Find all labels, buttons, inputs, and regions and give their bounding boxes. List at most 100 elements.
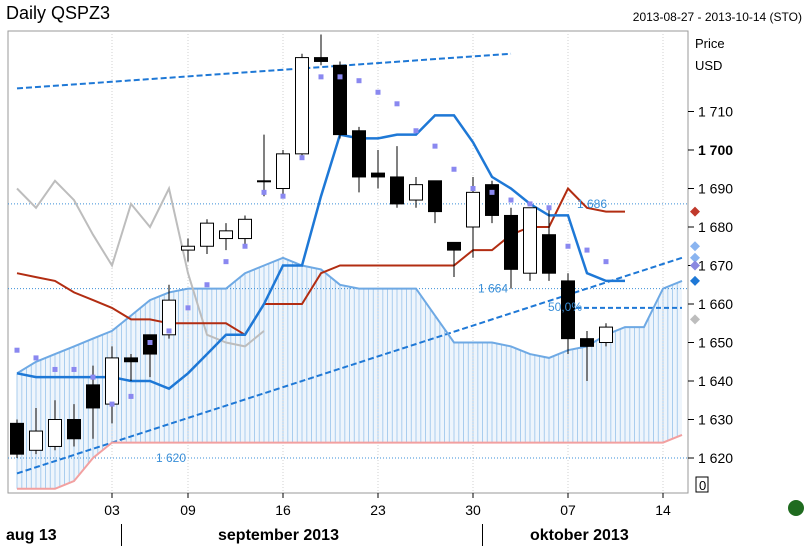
indicator-dot xyxy=(394,101,400,107)
y-tick-label: 1 620 xyxy=(698,450,733,466)
indicator-dot xyxy=(451,166,457,172)
candle-body xyxy=(333,64,347,136)
indicator-dot xyxy=(375,89,381,95)
candle xyxy=(333,61,347,139)
candle-body xyxy=(48,419,62,447)
y-tick-label: 1 660 xyxy=(698,296,733,312)
candle-body xyxy=(105,357,119,405)
candle xyxy=(124,354,138,381)
candle-body xyxy=(314,57,328,62)
level-label: 1 664 xyxy=(478,282,508,296)
x-tick-label: 07 xyxy=(560,502,576,518)
candle-body xyxy=(276,153,290,190)
marker-diamond xyxy=(690,260,700,271)
candle xyxy=(181,238,195,262)
trend-line xyxy=(16,52,512,90)
candle xyxy=(523,207,537,281)
candle-body xyxy=(295,57,309,155)
candle-body xyxy=(86,384,100,409)
candle-body xyxy=(162,299,176,336)
candle xyxy=(371,150,385,189)
candle xyxy=(29,407,43,455)
candle xyxy=(599,323,613,347)
indicator-dot xyxy=(128,393,134,399)
month-label: september 2013 xyxy=(218,527,339,544)
candle-body xyxy=(371,172,385,178)
candle xyxy=(485,180,499,224)
indicator-dot xyxy=(109,401,115,407)
indicator-dot xyxy=(527,201,533,207)
x-tick-label: 14 xyxy=(655,502,671,518)
candle xyxy=(447,241,461,278)
candle-body xyxy=(504,214,518,270)
chart-title: Daily QSPZ3 xyxy=(6,3,111,23)
indicator-dot xyxy=(185,305,191,311)
level-label: 1 686 xyxy=(577,197,607,211)
y-axis-label-currency: USD xyxy=(695,58,722,73)
candle-body xyxy=(599,326,613,344)
candle-body xyxy=(561,280,575,340)
candle xyxy=(352,126,366,193)
candle-body xyxy=(580,338,594,347)
marker-diamond xyxy=(690,206,700,217)
month-label: aug 13 xyxy=(6,527,57,544)
candle-body xyxy=(67,419,81,440)
candle-body xyxy=(390,176,404,205)
indicator-dot xyxy=(242,243,248,249)
candle-body xyxy=(200,222,214,247)
y-tick-label: 1 680 xyxy=(698,219,733,235)
indicator-dot xyxy=(565,243,571,249)
indicator-dot xyxy=(261,189,267,195)
y-tick-label: 1 640 xyxy=(698,373,733,389)
candle-body xyxy=(124,357,138,363)
x-tick-label: 09 xyxy=(180,502,196,518)
marker-diamond xyxy=(690,314,700,325)
candle-body xyxy=(466,191,480,228)
indicator-dot xyxy=(299,155,305,161)
indicator-dot xyxy=(33,355,39,361)
candle xyxy=(504,207,518,289)
indicator-dot xyxy=(14,347,20,353)
candle-body xyxy=(485,184,499,216)
candle-body xyxy=(10,422,24,455)
fib-label: 50,0% xyxy=(548,300,582,314)
candle-body xyxy=(428,180,442,213)
candle-body xyxy=(542,234,556,274)
candle xyxy=(409,176,423,208)
corner-box xyxy=(695,476,709,493)
level-lines xyxy=(8,203,688,459)
indicator-dot xyxy=(489,189,495,195)
marker-diamond xyxy=(690,252,700,263)
indicator-dot xyxy=(603,259,609,265)
y-tick-label: 1 670 xyxy=(698,258,733,274)
chikou-line xyxy=(16,179,265,348)
right-markers xyxy=(690,206,700,325)
indicator-dot xyxy=(546,205,552,211)
x-tick-label: 03 xyxy=(104,502,120,518)
candle xyxy=(295,53,309,158)
marker-diamond xyxy=(690,241,700,252)
candle xyxy=(10,419,24,458)
y-tick-label: 1 690 xyxy=(698,181,733,197)
y-tick-label: 1 650 xyxy=(698,335,733,351)
indicator-dot xyxy=(318,74,324,80)
date-range: 2013-08-27 - 2013-10-14 (STO) xyxy=(632,10,802,24)
month-label: oktober 2013 xyxy=(530,527,629,544)
candle xyxy=(428,180,442,224)
candle-body xyxy=(257,180,271,183)
candle xyxy=(580,330,594,381)
y-tick-label: 1 710 xyxy=(698,104,733,120)
x-tick-label: 16 xyxy=(275,502,291,518)
candle-body xyxy=(447,241,461,251)
indicator-dot xyxy=(204,282,210,288)
indicator-dot xyxy=(90,374,96,380)
status-dot xyxy=(788,500,804,516)
candle-body xyxy=(238,218,252,240)
indicator-dot xyxy=(432,143,438,149)
indicator-dot xyxy=(337,74,343,80)
y-tick-label: 1 700 xyxy=(698,142,733,158)
x-tick-label: 23 xyxy=(370,502,386,518)
candle-body xyxy=(219,230,233,240)
indicator-dot xyxy=(508,197,514,203)
